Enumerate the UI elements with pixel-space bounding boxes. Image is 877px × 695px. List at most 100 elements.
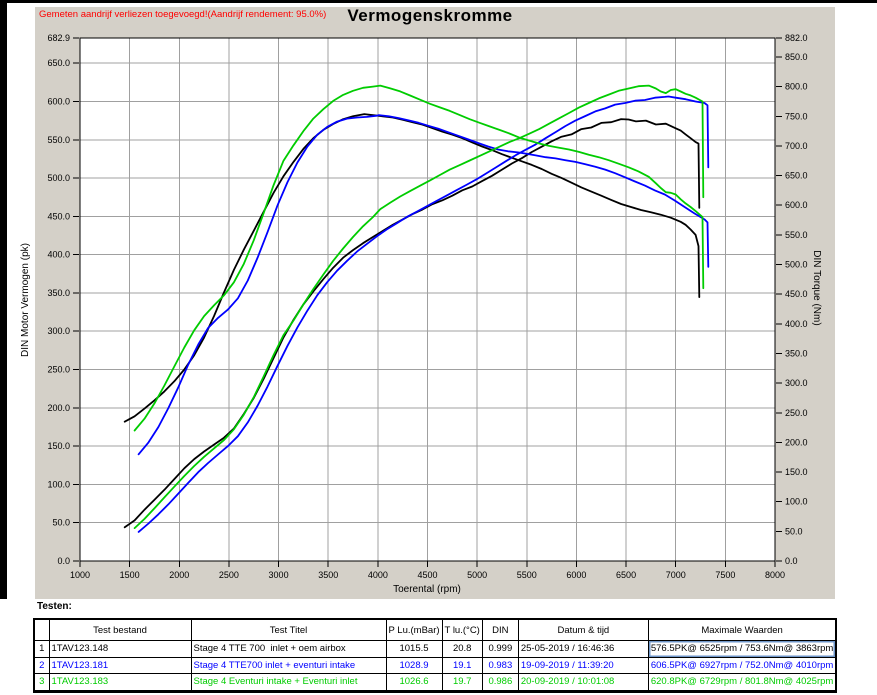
y-right-tick-label: 700.0 [785, 141, 808, 151]
y-left-tick-label: 500.0 [47, 173, 70, 183]
y-right-tick-label: 650.0 [785, 171, 808, 181]
cell-test-titel[interactable]: Stage 4 TTE 700 inlet + oem airbox [190, 640, 387, 658]
y-left-tick-label: 100.0 [47, 479, 70, 489]
y-left-tick-label: 350.0 [47, 288, 70, 298]
y-left-tick-label: 650.0 [47, 58, 70, 68]
cell-datum-tijd[interactable]: 19-09-2019 / 11:39:20 [517, 656, 649, 674]
chart-title: Vermogenskromme [347, 6, 513, 25]
testen-label: Testen: [37, 601, 72, 612]
x-tick-label: 3000 [269, 570, 289, 580]
x-tick-label: 5500 [517, 570, 537, 580]
cell-maximale-waarden[interactable]: 620.8PK@ 6729rpm / 801.8Nm@ 4025rpm [647, 673, 837, 692]
x-tick-label: 1000 [70, 570, 90, 580]
y-right-tick-label: 450.0 [785, 289, 808, 299]
table-header-test-bestand: Test bestand [48, 618, 192, 641]
x-tick-label: 4000 [368, 570, 388, 580]
y-right-tick-label: 300.0 [785, 378, 808, 388]
table-header-t-lu: T lu.(°C) [441, 618, 483, 641]
cell-p-lu[interactable]: 1026.6 [385, 673, 443, 692]
cell-row-number[interactable]: 3 [33, 673, 50, 692]
cell-p-lu[interactable]: 1015.5 [385, 640, 443, 658]
x-tick-label: 2000 [169, 570, 189, 580]
y-left-tick-label: 400.0 [47, 250, 70, 260]
y-left-tick-label: 682.9 [47, 33, 70, 43]
y-left-tick-label: 0.0 [57, 556, 70, 566]
cell-test-titel[interactable]: Stage 4 TTE700 inlet + eventuri intake [190, 656, 387, 674]
y-left-tick-label: 150.0 [47, 441, 70, 451]
table-header-row: Test bestand Test Titel P Lu.(mBar) T lu.(°… [33, 618, 837, 641]
y-left-tick-label: 600.0 [47, 96, 70, 106]
curve-test2-torque [137, 114, 710, 456]
y-right-tick-label: 200.0 [785, 437, 808, 447]
table-row: 3 1TAV123.183 Stage 4 Eventuri intake + Ev… [33, 673, 837, 692]
y-right-tick-label: 150.0 [785, 467, 808, 477]
cell-row-number[interactable]: 1 [33, 640, 50, 658]
x-tick-label: 7500 [715, 570, 735, 580]
table-row: 2 1TAV123.181 Stage 4 TTE700 inlet + event… [33, 656, 837, 674]
table-header-p-lu: P Lu.(mBar) [385, 618, 443, 641]
x-tick-label: 8000 [765, 570, 785, 580]
cell-t-lu[interactable]: 19.1 [441, 656, 483, 674]
cell-t-lu[interactable]: 19.7 [441, 673, 483, 692]
table-header-maximale-waarden: Maximale Waarden [647, 618, 837, 641]
curve-test3-torque [133, 84, 705, 432]
y-right-tick-label: 600.0 [785, 200, 808, 210]
cell-p-lu[interactable]: 1028.9 [385, 656, 443, 674]
x-tick-label: 2500 [219, 570, 239, 580]
cell-datum-tijd[interactable]: 25-05-2019 / 16:46:36 [517, 640, 649, 658]
cell-test-bestand[interactable]: 1TAV123.148 [48, 640, 192, 658]
y-right-tick-label: 550.0 [785, 230, 808, 240]
y-left-tick-label: 300.0 [47, 326, 70, 336]
cell-test-bestand[interactable]: 1TAV123.183 [48, 673, 192, 692]
x-tick-label: 1500 [120, 570, 140, 580]
y-axis-right-title: DIN Torque (Nm) [811, 250, 822, 325]
cell-din[interactable]: 0.999 [481, 640, 519, 658]
cell-maximale-waarden[interactable]: 576.5PK@ 6525rpm / 753.6Nm@ 3863rpm [647, 640, 837, 658]
cell-din[interactable]: 0.986 [481, 673, 519, 692]
y-right-tick-label: 750.0 [785, 111, 808, 121]
y-left-tick-label: 450.0 [47, 211, 70, 221]
cell-datum-tijd[interactable]: 20-09-2019 / 10:01:08 [517, 673, 649, 692]
cell-test-bestand[interactable]: 1TAV123.181 [48, 656, 192, 674]
cell-maximale-waarden[interactable]: 606.5PK@ 6927rpm / 752.0Nm@ 4010rpm [647, 656, 837, 674]
tests-table: Test bestand Test Titel P Lu.(mBar) T lu.(°… [33, 618, 838, 693]
y-right-tick-label: 0.0 [785, 556, 798, 566]
x-tick-label: 7000 [666, 570, 686, 580]
cell-din[interactable]: 0.983 [481, 656, 519, 674]
y-right-tick-label: 250.0 [785, 408, 808, 418]
table-header-datum-tijd: Datum & tijd [517, 618, 649, 641]
cell-row-number[interactable]: 2 [33, 656, 50, 674]
y-right-tick-label: 850.0 [785, 52, 808, 62]
y-axis-left-title: DIN Motor Vermogen (pk) [20, 243, 31, 357]
x-tick-label: 5000 [467, 570, 487, 580]
curve-test3-power [133, 84, 705, 529]
cell-t-lu[interactable]: 20.8 [441, 640, 483, 658]
y-left-tick-label: 550.0 [47, 135, 70, 145]
table-header-row-number [33, 618, 50, 641]
cell-test-titel[interactable]: Stage 4 Eventuri intake + Eventuri inlet [190, 673, 387, 692]
power-curve-chart: 0.0 50.0 100.0 150.0 200.0 250.0 300.0 350.0 400… [20, 33, 822, 595]
y-right-tick-label: 882.0 [785, 33, 808, 43]
curve-test2-power [137, 95, 710, 533]
y-right-tick-label: 50.0 [785, 526, 803, 536]
table-header-din: DIN [481, 618, 519, 641]
page-top-border [0, 0, 877, 3]
y-left-tick-label: 200.0 [47, 403, 70, 413]
x-axis-title: Toerental (rpm) [393, 584, 461, 595]
y-right-tick-label: 100.0 [785, 497, 808, 507]
table-row: 1 1TAV123.148 Stage 4 TTE 700 inlet + oem … [33, 640, 837, 658]
x-tick-label: 3500 [318, 570, 338, 580]
table-header-test-titel: Test Titel [190, 618, 387, 641]
y-right-tick-label: 350.0 [785, 348, 808, 358]
page-left-border [0, 0, 7, 599]
drivetrain-loss-notice: Gemeten aandrijf verliezen toegevoegd!(A… [39, 9, 327, 20]
y-right-tick-label: 500.0 [785, 260, 808, 270]
y-right-tick-label: 400.0 [785, 319, 808, 329]
x-tick-label: 6000 [566, 570, 586, 580]
y-left-tick-label: 50.0 [52, 518, 70, 528]
y-left-tick-label: 250.0 [47, 365, 70, 375]
y-right-tick-label: 800.0 [785, 82, 808, 92]
x-tick-label: 4500 [417, 570, 437, 580]
x-tick-label: 6500 [616, 570, 636, 580]
